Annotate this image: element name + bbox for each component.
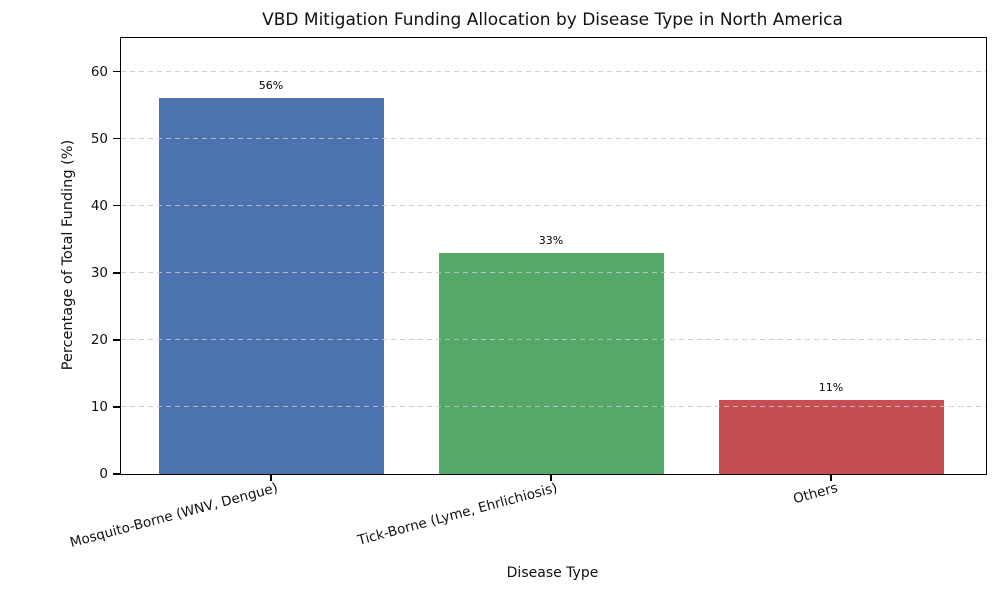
y-tick-mark: [113, 473, 121, 475]
bar-1: [158, 98, 384, 474]
x-tick-mark: [550, 474, 552, 481]
y-tick-label: 20: [90, 331, 108, 348]
y-tick-mark: [113, 272, 121, 274]
gridline-50: [121, 138, 986, 140]
bar-value-label: 33%: [538, 233, 564, 247]
gridline-10: [121, 406, 986, 408]
y-axis-label: Percentage of Total Funding (%): [60, 139, 76, 371]
bar-value-label: 56%: [258, 79, 284, 93]
y-tick-mark: [113, 339, 121, 341]
gridline-60: [121, 71, 986, 73]
x-tick-mark: [270, 474, 272, 481]
x-tick-mark: [830, 474, 832, 481]
x-tick-label: Others: [791, 480, 840, 508]
plot-area: 0 10 20 30 40 50 60 56% Mosquito-Borne (WNV, Den…: [68, 37, 987, 551]
bar-value-label: 11%: [818, 381, 844, 395]
gridline-40: [121, 205, 986, 207]
y-tick-mark: [113, 137, 121, 140]
chart-title: VBD Mitigation Funding Allocation by Dis…: [262, 10, 843, 30]
bar-3: [718, 400, 944, 474]
y-tick-label: 10: [90, 398, 108, 415]
gridline-20: [121, 339, 986, 341]
y-tick-label: 0: [99, 466, 108, 482]
y-tick-label: 50: [90, 130, 108, 147]
y-tick-label: 60: [90, 63, 108, 80]
x-tick-label: Tick-Borne (Lyme, Ehrlichiosis): [356, 480, 560, 549]
y-tick-mark: [113, 406, 121, 408]
y-tick-mark: [113, 204, 121, 207]
y-tick-mark: [113, 70, 121, 73]
bar-2: [438, 252, 664, 474]
y-tick-label: 30: [90, 264, 108, 281]
x-axis-label: Disease Type: [506, 565, 599, 581]
y-tick-label: 40: [90, 197, 108, 214]
gridline-30: [121, 272, 986, 274]
x-tick-label: Mosquito-Borne (WNV, Dengue): [67, 480, 280, 551]
